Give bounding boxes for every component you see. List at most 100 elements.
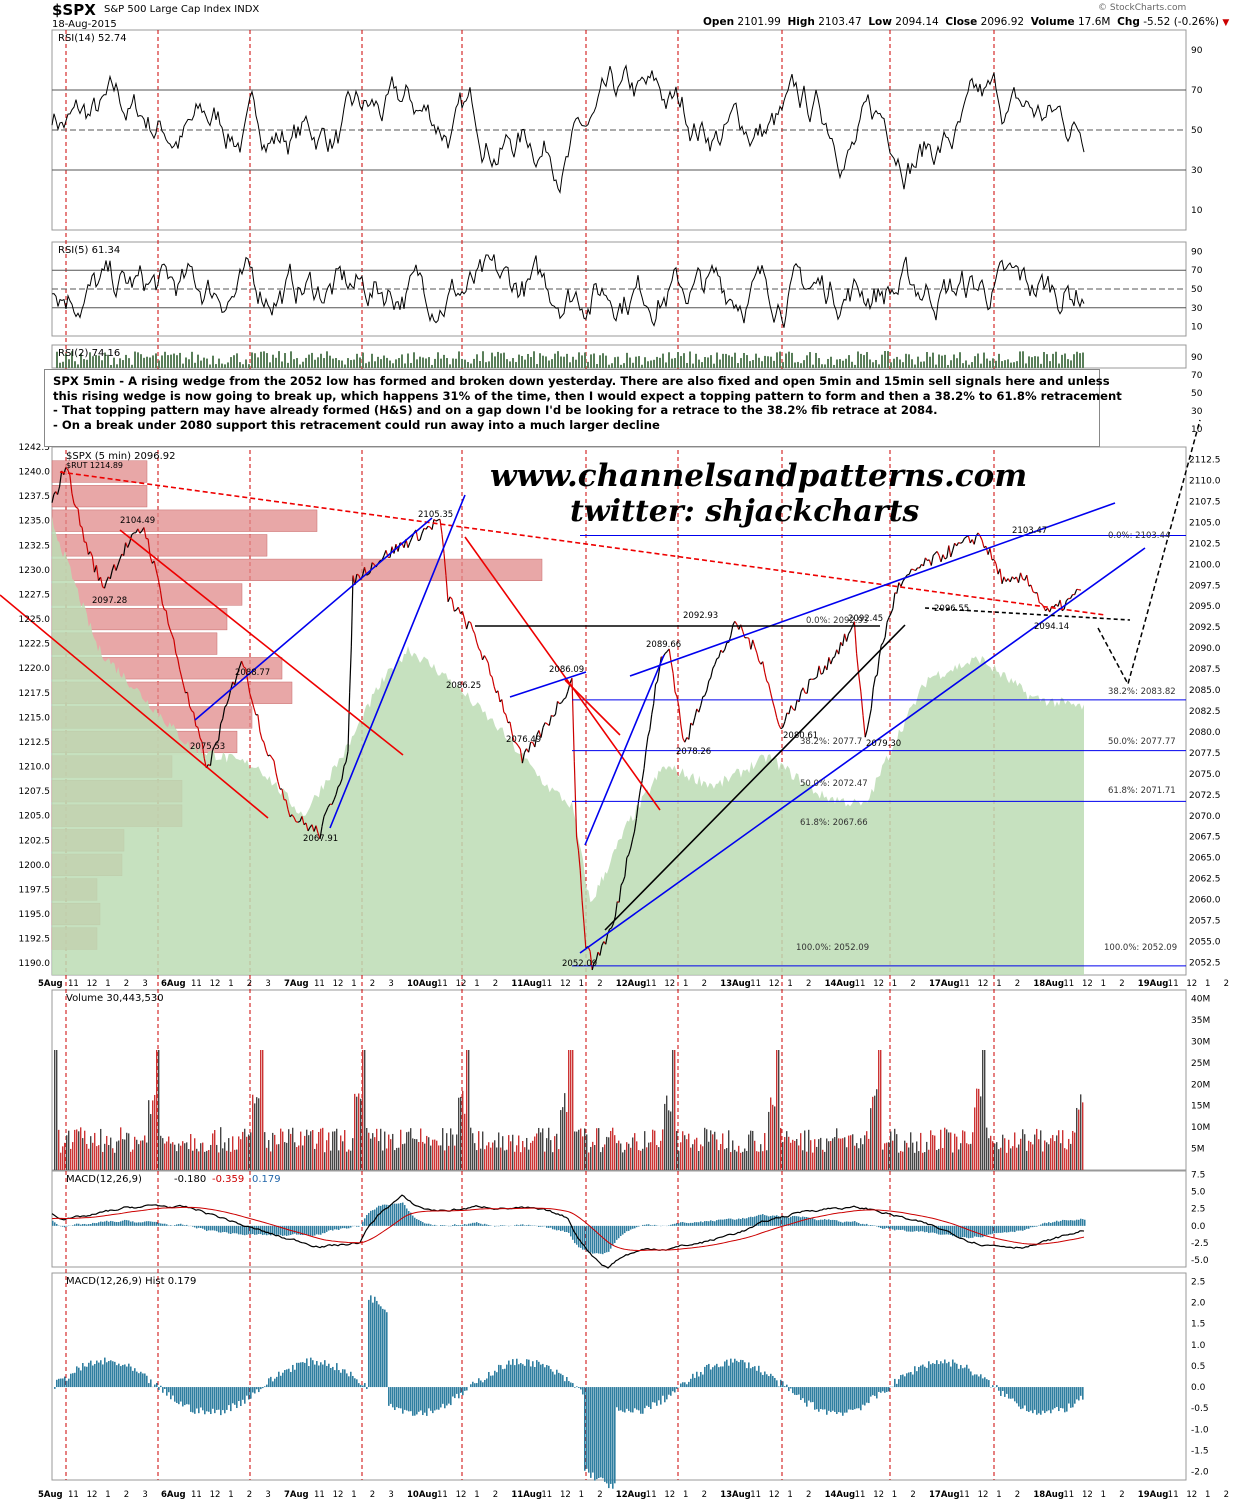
price-annotation: 2079.30	[866, 739, 901, 749]
macd-hist-bar	[520, 1225, 522, 1226]
x-day-label: 14Aug	[825, 979, 856, 989]
macd-hist-bar	[514, 1225, 516, 1226]
volume-bar	[1048, 1144, 1049, 1170]
hist-bar	[936, 1360, 938, 1387]
macd-hist-bar	[564, 1226, 566, 1232]
volume-bar	[272, 1133, 273, 1170]
macd-hist-bar	[970, 1226, 972, 1238]
macd-hist-bar	[56, 1224, 58, 1226]
macd-hist-bar	[1040, 1225, 1042, 1226]
macd-hist-bar	[100, 1222, 102, 1226]
hist-bar	[422, 1387, 424, 1415]
macd-hist-bar	[752, 1217, 754, 1226]
hist-bar	[636, 1387, 638, 1410]
volume-bar	[320, 1129, 321, 1170]
price-tick-label: 2092.5	[1189, 623, 1221, 633]
macd-hist-bar	[608, 1226, 610, 1252]
volume-bar	[622, 1152, 623, 1170]
volume-bar	[142, 1140, 143, 1170]
volume-bar	[920, 1133, 921, 1170]
price-annotation: 2052.09	[562, 959, 597, 969]
macd-hist-bar	[526, 1225, 528, 1226]
macd-hist-bar	[170, 1225, 172, 1226]
volume-bar	[1060, 1143, 1061, 1170]
hist-bar	[976, 1374, 978, 1387]
x-day-label: 5Aug	[38, 1490, 63, 1500]
rsi2-bar	[461, 359, 463, 368]
x-hour-label: 1	[228, 1490, 233, 1500]
volume-bar	[660, 1141, 661, 1170]
hist-bar	[740, 1360, 742, 1387]
hist-bar	[452, 1387, 454, 1396]
rsi2-bar	[566, 354, 568, 368]
hist-bar	[364, 1383, 366, 1387]
macd-hist-bar	[996, 1226, 998, 1233]
fib-label: 0.0%: 2103.44	[1108, 531, 1170, 541]
hist-bar	[72, 1373, 74, 1387]
volume-bar	[138, 1144, 139, 1170]
rsi2-bar	[986, 359, 988, 368]
macd-hist-bar	[390, 1204, 392, 1225]
rsi2-bar	[923, 361, 925, 368]
hist-bar	[722, 1366, 724, 1387]
rsi2-bar	[485, 362, 487, 368]
volume-bar	[498, 1132, 499, 1170]
hist-bar	[724, 1361, 726, 1387]
macd-hist-bar	[344, 1226, 346, 1228]
hist-bar	[516, 1359, 518, 1387]
volume-bar	[284, 1142, 285, 1170]
hist-bar	[820, 1387, 822, 1409]
hist-bar	[210, 1387, 212, 1414]
hist-bar	[774, 1378, 776, 1387]
hist-bar	[370, 1295, 372, 1387]
price-tick-label: 2095.0	[1189, 602, 1221, 612]
hist-bar	[894, 1379, 896, 1387]
volume-bar	[850, 1135, 851, 1170]
volume-bar	[930, 1130, 931, 1170]
price-tick-label: 2102.5	[1189, 539, 1221, 549]
macd-hist-bar	[1050, 1223, 1052, 1226]
hist-bar	[156, 1383, 158, 1387]
x-day-label: 5Aug	[38, 979, 63, 989]
volume-bar	[406, 1132, 407, 1170]
x-hour-label: 12	[664, 979, 675, 989]
x-hour-label: 2	[493, 979, 498, 989]
x-hour-label: 2	[370, 1490, 375, 1500]
volume-bar	[420, 1128, 421, 1170]
hist-bar	[1054, 1387, 1056, 1408]
hist-bar	[376, 1301, 378, 1387]
volume-bar	[926, 1142, 927, 1170]
macd-hist-bar	[308, 1226, 310, 1235]
hist-bar	[800, 1387, 802, 1400]
macd-hist-bar	[210, 1226, 212, 1231]
hist-bar	[134, 1368, 136, 1387]
hist-bar	[1046, 1387, 1048, 1411]
macd-hist-bar	[516, 1225, 518, 1226]
hist-bar	[702, 1375, 704, 1387]
header-ohlc: Open 2101.99 High 2103.47 Low 2094.14 Cl…	[703, 16, 1229, 28]
hist-bar	[1076, 1387, 1078, 1399]
price-annotation: 2075.53	[190, 742, 225, 752]
macd-hist-bar	[136, 1223, 138, 1226]
hist-bar	[966, 1365, 968, 1387]
volume-bar	[564, 1093, 565, 1170]
hist-bar	[876, 1387, 878, 1398]
volume-bar	[428, 1137, 429, 1170]
hist-bar	[126, 1367, 128, 1388]
rsi-tick-label: 90	[1191, 247, 1203, 257]
macd-hist-bar	[1016, 1226, 1018, 1231]
volume-bar	[918, 1151, 919, 1170]
macd-hist-bar	[916, 1226, 918, 1231]
rsi2-bar	[362, 353, 364, 368]
price-tick-label: 2110.0	[1189, 477, 1221, 487]
rsi2-bar	[1037, 357, 1039, 368]
rsi2-bar	[551, 359, 553, 368]
rsi2-bar	[779, 352, 781, 368]
volume-bar	[658, 1147, 659, 1170]
volume-bar	[56, 1050, 57, 1170]
hist-bar	[166, 1387, 168, 1396]
volume-bar	[192, 1151, 193, 1170]
rsi2-bar	[629, 358, 631, 368]
hist-bar	[824, 1387, 826, 1409]
